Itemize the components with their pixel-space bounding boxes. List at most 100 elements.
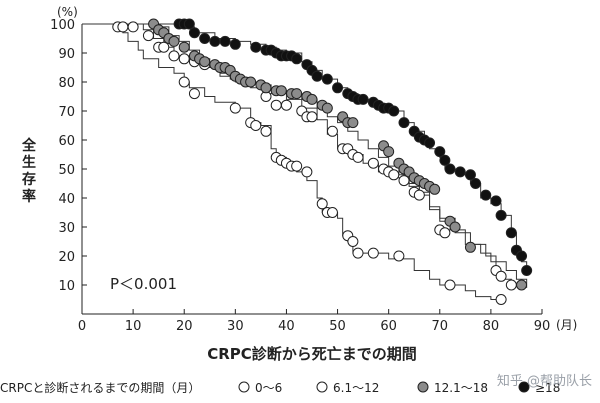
y-tick-label-9: 100 xyxy=(50,18,75,33)
y-axis-title: 全生存率 xyxy=(22,138,36,206)
censor-point-s3-15 xyxy=(291,53,303,65)
y-tick-label-0: 10 xyxy=(58,279,75,294)
censor-point-s1-2 xyxy=(142,30,154,42)
censor-point-s2-41 xyxy=(449,221,461,233)
censor-point-s1-10 xyxy=(280,99,292,111)
y-tick-label-7: 80 xyxy=(58,76,75,91)
legend-label-2: 12.1～18 xyxy=(434,381,488,395)
censor-point-s1-18 xyxy=(352,151,364,163)
legend-label-0: 0～6 xyxy=(255,381,282,395)
y-unit-label: (%) xyxy=(57,5,78,19)
censor-point-s0-23 xyxy=(495,294,507,305)
y-tick-label-8: 90 xyxy=(58,47,75,62)
x-axis-title: CRPC診断から死亡までの期間 xyxy=(207,345,417,363)
censor-point-s0-18 xyxy=(347,236,359,247)
censor-point-s1-14 xyxy=(326,125,338,137)
censor-point-s3-40 xyxy=(470,178,482,189)
x-tick-label-1: 10 xyxy=(125,319,142,334)
y-axis-title-char-1: 生 xyxy=(22,155,36,171)
censor-point-s3-29 xyxy=(388,105,400,117)
x-tick-label-2: 20 xyxy=(176,319,193,334)
censor-point-s3-37 xyxy=(444,163,456,175)
censor-point-s1-0 xyxy=(117,21,129,33)
censor-point-s3-36 xyxy=(439,154,451,166)
censor-point-s1-3 xyxy=(158,41,170,53)
censor-point-s1-29 xyxy=(495,270,507,282)
censor-point-s1-23 xyxy=(398,175,410,187)
x-tick-label-0: 0 xyxy=(78,319,86,334)
y-axis-title-char-0: 全 xyxy=(22,138,36,154)
censor-point-s0-2 xyxy=(178,76,190,88)
censor-point-s3-7 xyxy=(229,38,241,50)
legend-swatch-3 xyxy=(518,381,530,393)
axes: 0 10 20 30 40 50 60 70 80 90 10 20 30 40 50 60 70 80 90 100 xyxy=(50,18,550,334)
censor-point-s3-30 xyxy=(398,117,410,129)
censor-point-s2-8 xyxy=(199,56,211,68)
watermark: 知乎 @帮助队长 xyxy=(496,374,592,389)
y-tick-label-4: 50 xyxy=(58,163,75,178)
x-tick-label-3: 30 xyxy=(227,319,244,334)
censor-point-s2-22 xyxy=(291,88,303,100)
y-tick-label-3: 40 xyxy=(58,192,75,207)
x-tick-label-7: 70 xyxy=(432,319,449,334)
censor-point-s3-4 xyxy=(199,33,211,44)
censor-point-s2-42 xyxy=(464,241,476,253)
censor-point-s1-9 xyxy=(270,99,282,111)
x-tick-label-6: 60 xyxy=(380,319,397,334)
x-unit-label: (月) xyxy=(556,318,577,332)
censor-point-s3-18 xyxy=(311,70,323,82)
censor-point-s2-39 xyxy=(429,183,441,195)
censor-point-s1-22 xyxy=(388,169,400,181)
censor-point-s2-43 xyxy=(516,279,528,291)
censor-point-s3-44 xyxy=(505,227,517,239)
censor-point-s2-29 xyxy=(347,117,359,129)
censor-point-s1-27 xyxy=(439,227,451,239)
legend-swatch-1 xyxy=(316,381,328,393)
censor-point-s3-43 xyxy=(495,209,507,221)
censor-point-s3-19 xyxy=(321,73,333,85)
x-tick-label-8: 80 xyxy=(483,319,500,334)
y-tick-label-6: 70 xyxy=(58,105,75,120)
censor-point-s1-4 xyxy=(168,50,180,62)
censor-point-s3-34 xyxy=(424,137,436,149)
censor-point-s0-14 xyxy=(316,198,328,210)
censor-point-s3-8 xyxy=(250,41,262,53)
censor-point-s3-2 xyxy=(183,18,195,30)
censor-point-s2-4 xyxy=(168,35,180,47)
censor-point-s3-3 xyxy=(188,27,200,39)
y-tick-label-5: 60 xyxy=(58,134,75,149)
censor-point-s0-6 xyxy=(250,120,262,131)
legend-title: CRPCと診断されるまでの期間（月） xyxy=(0,380,200,395)
censor-point-s2-5 xyxy=(178,41,190,53)
censor-point-s1-5 xyxy=(178,53,190,65)
censor-point-s3-6 xyxy=(219,35,231,47)
censor-point-s2-18 xyxy=(260,82,272,94)
y-axis-title-char-3: 率 xyxy=(22,189,36,205)
censor-point-s1-19 xyxy=(367,157,379,169)
censor-point-s0-7 xyxy=(260,125,272,137)
censor-point-s2-24 xyxy=(306,93,318,105)
censor-point-s0-20 xyxy=(367,247,379,259)
censor-point-s3-42 xyxy=(490,195,502,207)
censor-point-s1-1 xyxy=(127,21,139,33)
censor-point-s0-21 xyxy=(393,250,405,262)
censor-point-s1-30 xyxy=(505,279,517,291)
censor-point-s3-41 xyxy=(480,189,492,201)
censor-point-s1-13 xyxy=(306,111,318,123)
censor-point-s3-5 xyxy=(209,35,221,47)
censor-markers xyxy=(112,18,533,305)
legend-label-3: ≥18 xyxy=(535,381,560,395)
censor-point-s2-31 xyxy=(383,146,395,158)
y-tick-label-1: 20 xyxy=(58,250,75,265)
legend-swatch-0 xyxy=(238,381,250,393)
censor-point-s3-47 xyxy=(521,265,533,276)
censor-point-s1-25 xyxy=(413,189,425,201)
censor-point-s3-20 xyxy=(332,82,344,94)
censor-point-s0-3 xyxy=(188,88,200,100)
censor-point-s0-22 xyxy=(444,279,456,291)
censor-point-s0-13 xyxy=(301,166,313,178)
censor-point-s0-12 xyxy=(291,160,303,172)
censor-point-s2-26 xyxy=(321,102,333,114)
